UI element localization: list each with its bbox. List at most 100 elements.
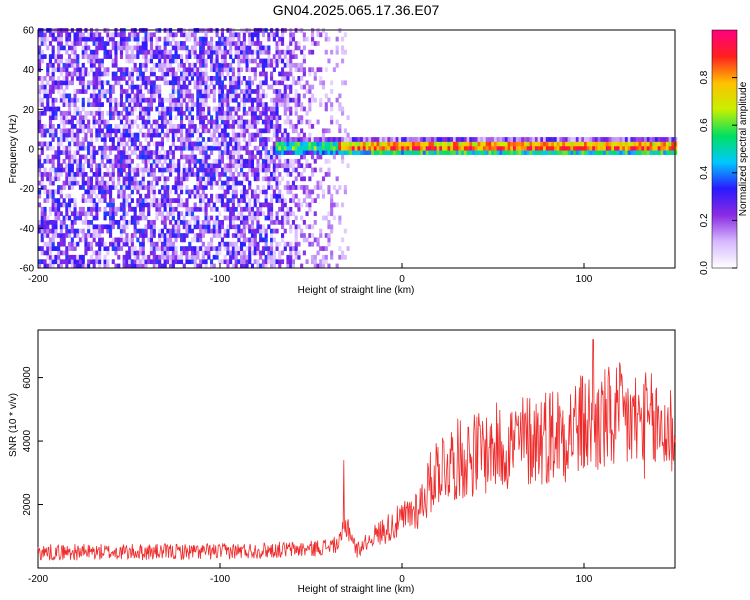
heat-cell <box>111 36 115 42</box>
heat-cell <box>89 193 94 199</box>
heat-cell <box>100 58 104 64</box>
heat-cell <box>136 202 140 208</box>
heat-cell <box>570 150 574 155</box>
heat-cell <box>106 224 110 230</box>
heat-cell <box>270 106 274 112</box>
heat-cell <box>281 215 285 221</box>
heat-cell <box>215 124 219 129</box>
heat-cell <box>119 41 124 46</box>
heat-cell <box>46 224 50 230</box>
heat-cell <box>259 71 263 77</box>
heat-cell <box>163 110 167 116</box>
heat-cell <box>73 54 77 59</box>
heat-cell <box>38 58 42 64</box>
heat-cell <box>234 84 238 90</box>
heat-cell <box>428 137 432 142</box>
heat-cell <box>144 80 148 86</box>
heat-cell <box>313 237 317 243</box>
heat-cell <box>259 93 263 99</box>
heat-cell <box>204 97 208 103</box>
heat-cell <box>294 124 298 129</box>
heat-cell <box>141 185 145 190</box>
heat-cell <box>98 84 102 90</box>
heat-cell <box>305 163 309 169</box>
heat-cell <box>122 106 126 112</box>
heat-cell <box>163 58 167 64</box>
heat-cell <box>111 71 115 77</box>
heat-cell <box>302 145 306 151</box>
heat-cell <box>291 158 296 164</box>
heat-cell <box>646 150 650 155</box>
heat-cell <box>330 141 334 147</box>
heat-cell <box>592 141 596 147</box>
heat-cell <box>417 145 421 151</box>
heat-cell <box>98 172 102 177</box>
heat-cell <box>130 246 134 251</box>
heat-cell <box>125 132 129 138</box>
heat-cell <box>136 67 140 73</box>
heat-cell <box>289 41 293 46</box>
heat-cell <box>87 102 91 107</box>
heat-cell <box>231 198 235 203</box>
heat-cell <box>483 137 487 142</box>
heat-cell <box>59 259 63 265</box>
heat-cell <box>199 237 203 243</box>
heat-cell <box>234 246 238 251</box>
heat-cell <box>256 49 260 55</box>
heat-cell <box>190 254 195 260</box>
heat-cell <box>379 150 383 155</box>
heat-cell <box>76 215 80 221</box>
heat-cell <box>283 132 287 138</box>
heat-cell <box>237 102 241 107</box>
heat-cell <box>305 150 309 155</box>
heat-cell <box>43 189 47 195</box>
heat-cell <box>281 36 285 42</box>
heat-cell <box>319 154 323 160</box>
heat-cell <box>84 145 88 151</box>
heat-cell <box>605 150 609 155</box>
heat-cell <box>291 76 296 81</box>
snr-x-label: Height of straight line (km) <box>298 584 415 595</box>
heat-cell <box>313 263 317 269</box>
heat-cell <box>109 97 113 103</box>
heat-cell <box>128 71 132 77</box>
heat-cell <box>267 32 271 38</box>
heat-cell <box>289 198 293 203</box>
heat-cell <box>665 150 670 155</box>
heat-cell <box>68 158 72 164</box>
heat-cell <box>125 124 129 129</box>
heat-cell <box>133 228 137 234</box>
heat-cell <box>474 137 478 142</box>
heat-cell <box>341 80 345 86</box>
heat-cell <box>136 220 140 225</box>
heat-cell <box>92 54 96 59</box>
heat-cell <box>270 62 274 68</box>
heat-cell <box>87 246 91 251</box>
heat-cell <box>190 45 195 51</box>
heat-cell <box>133 215 137 221</box>
heat-cell <box>275 154 279 160</box>
heat-cell <box>341 110 345 116</box>
heat-cell <box>649 137 653 142</box>
heat-cell <box>111 163 115 169</box>
heat-cell <box>237 233 241 238</box>
heat-cell <box>250 211 255 217</box>
heat-cell <box>308 119 312 125</box>
heat-cell <box>242 233 246 238</box>
heat-cell <box>92 89 96 94</box>
heat-cell <box>98 263 102 269</box>
heat-cell <box>43 41 47 46</box>
heat-cell <box>92 215 96 221</box>
heat-cell <box>87 220 91 225</box>
heat-cell <box>139 102 143 107</box>
heat-cell <box>201 163 205 169</box>
heat-cell <box>109 176 113 182</box>
heat-cell <box>190 215 195 221</box>
heat-cell <box>111 158 115 164</box>
heat-cell <box>38 115 42 121</box>
heat-cell <box>237 84 241 90</box>
heat-cell <box>231 241 235 247</box>
heat-cell <box>668 141 672 147</box>
heat-cell <box>125 58 129 64</box>
heat-cell <box>270 246 274 251</box>
